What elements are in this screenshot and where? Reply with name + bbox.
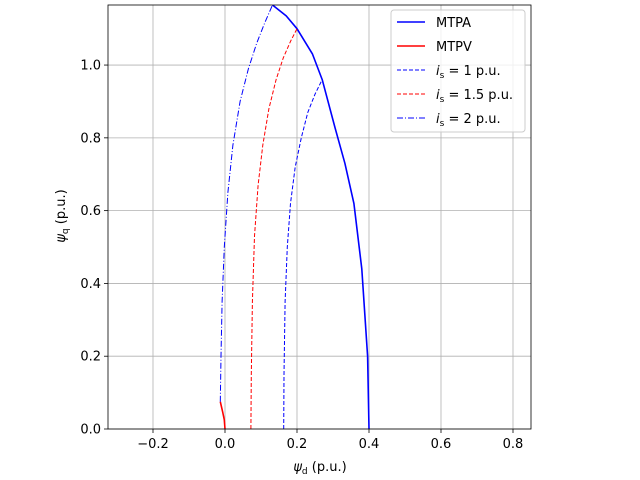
legend-label: is = 1.5 p.u. bbox=[436, 88, 513, 105]
y-axis-label: ψq (p.u.) bbox=[54, 189, 71, 242]
axes-frame bbox=[107, 4, 532, 430]
legend-box bbox=[390, 9, 526, 133]
legend-label-symbol: i bbox=[436, 64, 440, 79]
legend-label-sub: s bbox=[440, 119, 445, 129]
ticks: −0.2 0.0 0.2 0.4 0.6 0.8 0.0 0.2 0.4 0.6 0.8 1.0 bbox=[80, 59, 523, 452]
legend-label-value: 2 p.u. bbox=[464, 112, 501, 127]
x-tick-label: 0.6 bbox=[431, 437, 452, 452]
legend-label-value: MTPV bbox=[436, 40, 472, 55]
x-tick-label: 0.4 bbox=[359, 437, 380, 452]
grid bbox=[108, 5, 531, 430]
x-axis-label-sub: d bbox=[302, 467, 308, 477]
x-tick-label: 0.2 bbox=[287, 437, 308, 452]
x-axis-label-symbol: ψ bbox=[293, 460, 302, 475]
x-axis-label-unit: (p.u.) bbox=[308, 460, 347, 475]
x-tick-label: 0.8 bbox=[503, 437, 524, 452]
plot-area bbox=[219, 5, 370, 429]
legend-label: MTPA bbox=[436, 16, 471, 31]
legend-label-sub: s bbox=[440, 71, 445, 81]
legend-label: MTPV bbox=[436, 40, 472, 55]
series-line-2 bbox=[219, 401, 226, 429]
y-tick-label: 0.2 bbox=[80, 350, 101, 365]
legend-label-eq: = bbox=[444, 112, 463, 127]
legend-label: is = 1 p.u. bbox=[436, 64, 501, 81]
legend-label: is = 2 p.u. bbox=[436, 112, 501, 129]
y-tick-label: 0.0 bbox=[80, 423, 101, 438]
legend-label-value: 1 p.u. bbox=[464, 64, 501, 79]
x-tick-label: 0.0 bbox=[215, 437, 236, 452]
x-axis-label: ψd (p.u.) bbox=[293, 460, 346, 477]
legend-label-symbol: i bbox=[436, 88, 440, 103]
y-tick-label: 1.0 bbox=[80, 59, 101, 74]
y-axis-label-symbol: ψ bbox=[54, 234, 69, 243]
legend-label-sub: s bbox=[440, 95, 445, 105]
legend-label-eq: = bbox=[444, 64, 463, 79]
series-line-1 bbox=[272, 5, 370, 429]
series-line-3 bbox=[283, 79, 323, 429]
legend-label-symbol: i bbox=[436, 112, 440, 127]
legend-label-eq: = bbox=[444, 88, 463, 103]
series-line-5 bbox=[219, 5, 273, 402]
y-axis-label-unit: (p.u.) bbox=[54, 189, 69, 228]
series-line-4 bbox=[250, 28, 298, 429]
legend-label-value: MTPA bbox=[436, 16, 471, 31]
legend-label-value: 1.5 p.u. bbox=[464, 88, 514, 103]
y-tick-label: 0.4 bbox=[80, 277, 101, 292]
y-tick-label: 0.8 bbox=[80, 131, 101, 146]
y-axis-label-sub: q bbox=[61, 228, 71, 234]
y-tick-label: 0.6 bbox=[80, 204, 101, 219]
x-tick-label: −0.2 bbox=[137, 437, 169, 452]
